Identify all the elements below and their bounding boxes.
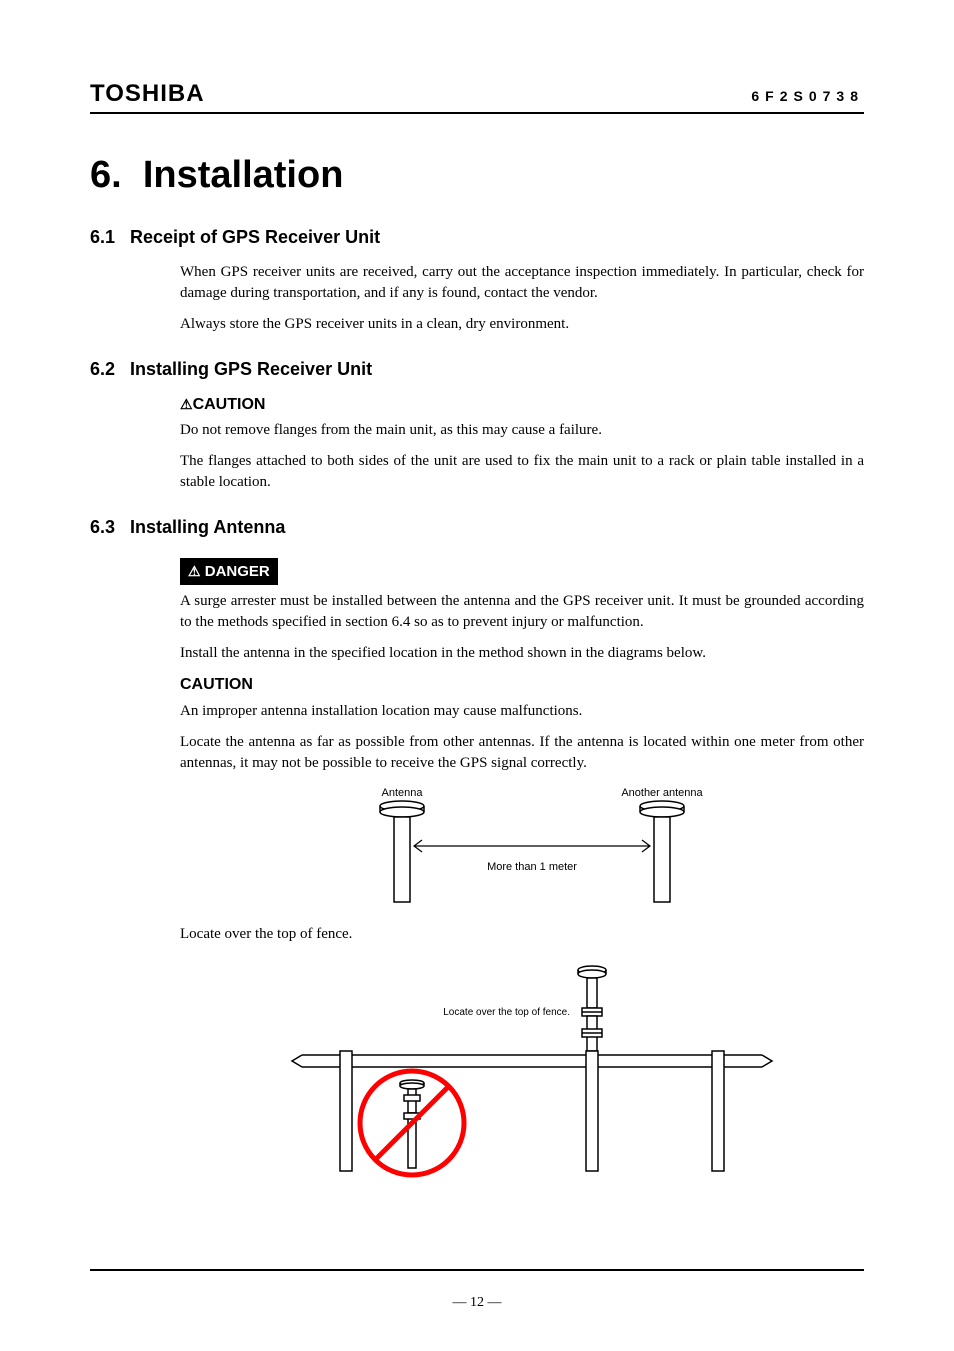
caution-heading-2: CAUTION xyxy=(180,674,864,696)
danger-label: DANGER xyxy=(205,563,270,580)
section-title: Installing Antenna xyxy=(130,517,285,538)
antenna-distance-svg: Antenna Another antenna More than 1 mete… xyxy=(302,784,742,914)
paragraph: The flanges attached to both sides of th… xyxy=(180,451,864,493)
section-body-6-1: When GPS receiver units are received, ca… xyxy=(180,262,864,335)
document-number: 6F2S0738 xyxy=(751,88,864,104)
section-heading-6-3: 6.3 Installing Antenna xyxy=(90,517,864,538)
paragraph: Always store the GPS receiver units in a… xyxy=(180,314,864,335)
section-title: Installing GPS Receiver Unit xyxy=(130,359,372,380)
antenna-left-label: Antenna xyxy=(382,787,424,799)
footer-divider xyxy=(90,1269,864,1271)
chapter-name: Installation xyxy=(143,154,344,196)
brand-logo: TOSHIBA xyxy=(90,80,205,108)
page-header: TOSHIBA 6F2S0738 xyxy=(90,80,864,114)
section-number: 6.1 xyxy=(90,227,130,248)
antenna-distance-diagram: Antenna Another antenna More than 1 mete… xyxy=(180,784,864,914)
section-title: Receipt of GPS Receiver Unit xyxy=(130,227,380,248)
page-number: ― 12 ― xyxy=(90,1295,864,1311)
antenna-right-label: Another antenna xyxy=(621,787,703,799)
install-text: Install the antenna in the specified loc… xyxy=(180,643,864,664)
caution-label: CAUTION xyxy=(180,676,253,693)
caution-label: CAUTION xyxy=(193,396,266,413)
danger-text: A surge arrester must be installed betwe… xyxy=(180,591,864,633)
caution-text: Do not remove flanges from the main unit… xyxy=(180,420,864,441)
page-footer: ― 12 ― xyxy=(90,1269,864,1311)
caution2-text1: An improper antenna installation locatio… xyxy=(180,701,864,722)
antenna-center-label: More than 1 meter xyxy=(487,861,577,873)
section-number: 6.2 xyxy=(90,359,130,380)
locate-text: Locate over the top of fence. xyxy=(180,924,864,945)
paragraph: When GPS receiver units are received, ca… xyxy=(180,262,864,304)
warning-icon: ⚠ xyxy=(180,396,193,412)
page: TOSHIBA 6F2S0738 6. Installation 6.1 Rec… xyxy=(0,0,954,1351)
section-body-6-3: ⚠ DANGER A surge arrester must be instal… xyxy=(180,552,864,1184)
section-heading-6-2: 6.2 Installing GPS Receiver Unit xyxy=(90,359,864,380)
section-heading-6-1: 6.1 Receipt of GPS Receiver Unit xyxy=(90,227,864,248)
fence-label: Locate over the top of fence. xyxy=(443,1007,570,1018)
danger-badge-wrap: ⚠ DANGER xyxy=(180,552,864,591)
chapter-title: 6. Installation xyxy=(90,154,864,197)
danger-badge: ⚠ DANGER xyxy=(180,558,278,585)
caution2-text2: Locate the antenna as far as possible fr… xyxy=(180,732,864,774)
chapter-number: 6. xyxy=(90,154,122,196)
page-number-value: 12 xyxy=(470,1295,484,1310)
fence-diagram: Locate over the top of fence. xyxy=(180,955,864,1185)
section-body-6-2: ⚠CAUTION Do not remove flanges from the … xyxy=(180,394,864,493)
fence-svg: Locate over the top of fence. xyxy=(262,955,782,1185)
caution-heading: ⚠CAUTION xyxy=(180,394,864,416)
warning-icon: ⚠ xyxy=(188,564,201,580)
section-number: 6.3 xyxy=(90,517,130,538)
